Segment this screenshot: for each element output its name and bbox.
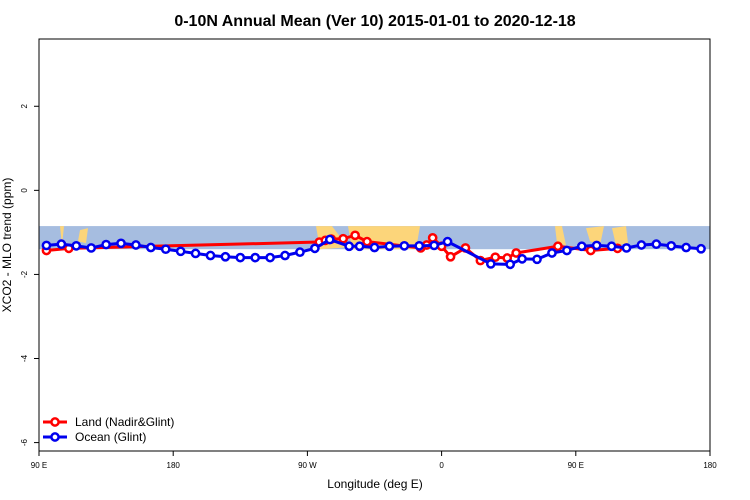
data-point — [445, 251, 456, 262]
data-point — [384, 241, 395, 252]
y-tick-label: 0 — [20, 188, 29, 193]
plot-frame — [38, 38, 711, 452]
data-point — [666, 240, 677, 251]
legend-marker — [50, 432, 60, 442]
data-point — [344, 241, 355, 252]
y-tick-label: -6 — [20, 438, 29, 446]
legend: Land (Nadir&Glint)Ocean (Glint) — [43, 415, 174, 444]
data-point — [517, 254, 527, 264]
data-point — [606, 241, 617, 252]
data-point — [429, 240, 439, 251]
data-point — [696, 243, 706, 254]
y-tick-label: -2 — [20, 270, 29, 278]
y-axis: 2 0 -2 -4 -6 — [20, 103, 39, 446]
data-point — [175, 246, 186, 257]
data-point — [56, 239, 67, 250]
x-tick-label: 180 — [167, 461, 181, 470]
series-layer — [41, 230, 706, 270]
data-point — [651, 239, 662, 250]
x-tick-label: 180 — [703, 461, 717, 470]
data-point — [511, 248, 522, 258]
legend-label: Ocean (Glint) — [75, 430, 146, 444]
data-point — [190, 248, 201, 259]
data-point — [235, 252, 246, 263]
data-point — [399, 240, 410, 251]
data-point — [160, 244, 171, 255]
x-tick-label: 90 W — [298, 461, 317, 470]
data-point — [485, 259, 496, 269]
data-point — [362, 236, 372, 247]
data-point — [205, 250, 216, 261]
data-point — [145, 242, 156, 253]
data-point — [553, 241, 563, 252]
x-tick-label: 90 E — [568, 461, 584, 470]
x-tick-label: 90 E — [31, 461, 47, 470]
data-point — [86, 243, 97, 253]
land-shape — [555, 226, 566, 246]
data-point — [324, 234, 335, 245]
data-point — [621, 243, 632, 253]
data-point — [576, 241, 587, 252]
x-tick-label: 0 — [439, 461, 444, 470]
data-point — [532, 254, 542, 265]
land-shape — [612, 226, 628, 246]
x-axis: 90 E 180 90 W 0 90 E 180 — [31, 451, 717, 470]
x-axis-label: Longitude (deg E) — [327, 477, 422, 491]
data-point — [591, 240, 602, 251]
data-point — [280, 250, 290, 261]
legend-marker — [50, 417, 60, 427]
data-point — [427, 233, 438, 243]
data-point — [131, 240, 141, 250]
data-point — [505, 259, 516, 270]
legend-label: Land (Nadir&Glint) — [75, 415, 174, 429]
data-point — [338, 233, 349, 244]
data-point — [490, 252, 501, 263]
y-tick-label: -4 — [20, 354, 29, 362]
data-point — [547, 248, 557, 258]
y-tick-label: 2 — [20, 103, 29, 108]
series-ocean — [41, 234, 706, 270]
data-point — [265, 252, 275, 263]
data-point — [250, 252, 261, 263]
data-point — [442, 236, 453, 247]
chart-title: 0-10N Annual Mean (Ver 10) 2015-01-01 to… — [174, 13, 575, 30]
data-point — [681, 242, 691, 253]
data-point — [414, 240, 425, 251]
data-point — [350, 230, 360, 241]
y-axis-label: XCO2 - MLO trend (ppm) — [0, 178, 14, 313]
data-point — [562, 245, 572, 256]
data-point — [354, 241, 365, 252]
land-shape — [78, 228, 88, 244]
data-point — [369, 242, 380, 253]
data-point — [295, 247, 305, 257]
data-point — [220, 251, 231, 262]
land-shape — [60, 226, 64, 246]
data-point — [636, 240, 647, 250]
data-point — [116, 238, 126, 249]
data-point — [41, 240, 52, 251]
data-point — [101, 239, 111, 250]
data-point — [71, 240, 82, 251]
land-shape — [586, 226, 604, 246]
data-point — [310, 243, 320, 254]
